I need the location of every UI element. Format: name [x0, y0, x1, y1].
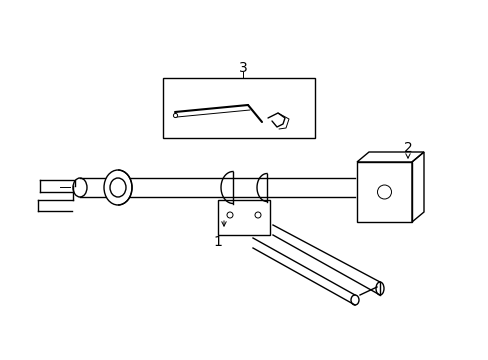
Ellipse shape: [375, 282, 383, 295]
Text: 1: 1: [213, 235, 222, 249]
Ellipse shape: [350, 295, 358, 305]
Text: 3: 3: [238, 61, 247, 75]
Ellipse shape: [104, 170, 132, 205]
Text: 2: 2: [403, 141, 411, 155]
